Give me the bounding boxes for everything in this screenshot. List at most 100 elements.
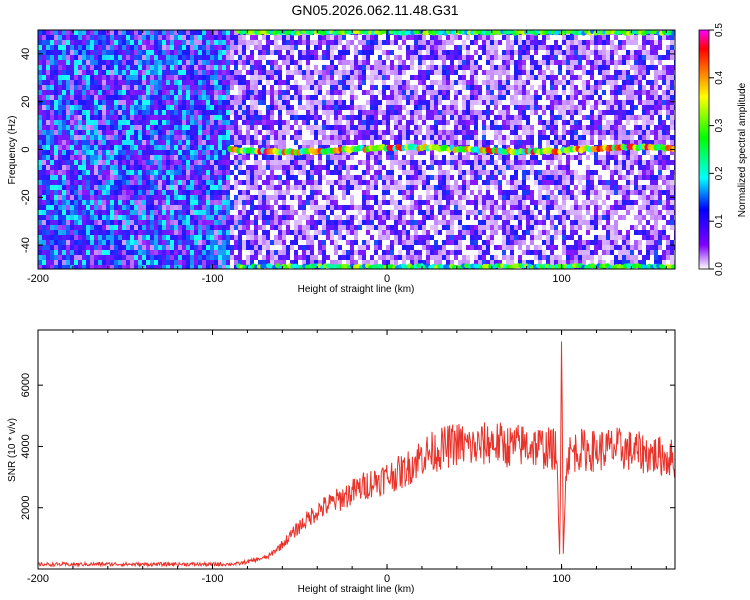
spectrogram-cell bbox=[42, 225, 46, 230]
spectrogram-cell bbox=[190, 55, 194, 60]
spectrogram-cell bbox=[178, 250, 182, 255]
spectrogram-cell bbox=[466, 80, 470, 85]
spectrogram-cell bbox=[166, 145, 170, 150]
spectrogram-cell bbox=[42, 45, 46, 50]
spectrogram-cell bbox=[166, 205, 170, 210]
spectrogram-cell bbox=[82, 110, 86, 115]
spectrogram-cell bbox=[254, 155, 258, 160]
spectrogram-cell bbox=[466, 155, 470, 160]
spectrogram-cell bbox=[398, 140, 402, 145]
spectrogram-cell bbox=[102, 130, 106, 135]
spectrogram-cell bbox=[74, 65, 78, 70]
spectrogram-cell bbox=[150, 105, 154, 110]
spectrogram-cell bbox=[182, 120, 186, 125]
spectrogram-cell bbox=[318, 75, 322, 80]
spectrogram-cell bbox=[210, 130, 214, 135]
spectrogram-cell bbox=[46, 115, 50, 120]
spectrogram-cell bbox=[234, 220, 238, 225]
spectrogram-cell bbox=[66, 260, 70, 265]
spectrogram-cell bbox=[214, 250, 218, 255]
spectrogram-cell bbox=[174, 225, 178, 230]
spectrogram-cell bbox=[314, 90, 318, 95]
spectrogram-cell bbox=[418, 210, 422, 215]
spectrogram-cell bbox=[518, 135, 522, 140]
spectrogram-cell bbox=[194, 30, 198, 35]
spectrogram-cell bbox=[218, 45, 222, 50]
spectrogram-cell bbox=[486, 195, 490, 200]
spectrogram-cell bbox=[158, 180, 162, 185]
spectrogram-cell bbox=[506, 210, 510, 215]
spectrogram-cell bbox=[318, 260, 322, 265]
spectrogram-cell bbox=[294, 115, 298, 120]
spectrogram-cell bbox=[162, 145, 166, 150]
spectrogram-cell bbox=[234, 130, 238, 135]
spectrogram-cell bbox=[394, 205, 398, 210]
spectrogram-cell bbox=[226, 200, 230, 205]
spectrogram-cell bbox=[98, 250, 102, 255]
spectrogram-cell bbox=[246, 235, 250, 240]
spectrogram-cell bbox=[226, 75, 230, 80]
spectrogram-cell bbox=[138, 215, 142, 220]
spectrogram-cell bbox=[130, 245, 134, 250]
spectrogram-cell bbox=[482, 45, 486, 50]
spectrogram-cell bbox=[170, 80, 174, 85]
spectrogram-cell bbox=[202, 230, 206, 235]
spectrogram-cell bbox=[266, 135, 270, 140]
spectrogram-cell bbox=[134, 120, 138, 125]
spectrogram-cell bbox=[86, 265, 90, 269]
spectrogram-cell bbox=[322, 75, 326, 80]
spectrogram-cell bbox=[514, 105, 518, 110]
spectrogram-cell bbox=[178, 95, 182, 100]
spectrogram-cell bbox=[182, 130, 186, 135]
spectrogram-cell bbox=[202, 40, 206, 45]
spectrogram-cell bbox=[262, 125, 266, 130]
spectrogram-cell bbox=[310, 200, 314, 205]
spectrogram-cell bbox=[378, 110, 382, 115]
spectrogram-cell bbox=[138, 55, 142, 60]
spectrogram-cell bbox=[494, 205, 498, 210]
spectrogram-cell bbox=[354, 60, 358, 65]
spectrogram-cell bbox=[42, 150, 46, 155]
spectrogram-cell bbox=[454, 245, 458, 250]
spectrogram-cell bbox=[170, 205, 174, 210]
spectrogram-cell bbox=[206, 170, 210, 175]
spectrogram-cell bbox=[90, 210, 94, 215]
spectrogram-cell bbox=[406, 85, 410, 90]
spectrogram-cell bbox=[246, 55, 250, 60]
spectrogram-cell bbox=[190, 110, 194, 115]
spectrogram-cell bbox=[54, 255, 58, 260]
spectrogram-cell bbox=[490, 160, 494, 165]
spectrogram-cell bbox=[102, 180, 106, 185]
spectrogram-cell bbox=[342, 190, 346, 195]
spectrogram-cell bbox=[282, 125, 286, 130]
spectrogram-cell bbox=[302, 155, 306, 160]
spectrogram-cell bbox=[154, 160, 158, 165]
spectrogram-cell bbox=[54, 200, 58, 205]
spectrogram-cell bbox=[506, 180, 510, 185]
spectrogram-cell bbox=[110, 155, 114, 160]
spectrogram-cell bbox=[266, 160, 270, 165]
spectrogram-cell bbox=[434, 125, 438, 130]
spectrogram-cell bbox=[354, 175, 358, 180]
spectrogram-cell bbox=[258, 110, 262, 115]
spectrogram-cell bbox=[354, 150, 358, 155]
spectrogram-cell bbox=[246, 85, 250, 90]
spectrogram-cell bbox=[434, 185, 438, 190]
spectrogram-cell bbox=[462, 110, 466, 115]
spectrogram-cell bbox=[390, 225, 394, 230]
spectrogram-cell bbox=[74, 30, 78, 35]
spectrogram-cell bbox=[150, 205, 154, 210]
spectrogram-cell bbox=[474, 60, 478, 65]
spectrogram-cell bbox=[410, 165, 414, 170]
spectrogram-cell bbox=[322, 120, 326, 125]
spectrogram-cell bbox=[154, 30, 158, 35]
spectrogram-cell bbox=[310, 190, 314, 195]
spectrogram-cell bbox=[82, 215, 86, 220]
spectrogram-cell bbox=[330, 75, 334, 80]
spectrogram-cell bbox=[218, 260, 222, 265]
spectrogram-cell bbox=[362, 255, 366, 260]
spectrogram-cell bbox=[142, 165, 146, 170]
spectrogram-cell bbox=[106, 225, 110, 230]
spectrogram-cell bbox=[178, 195, 182, 200]
spectrogram-cell bbox=[190, 175, 194, 180]
